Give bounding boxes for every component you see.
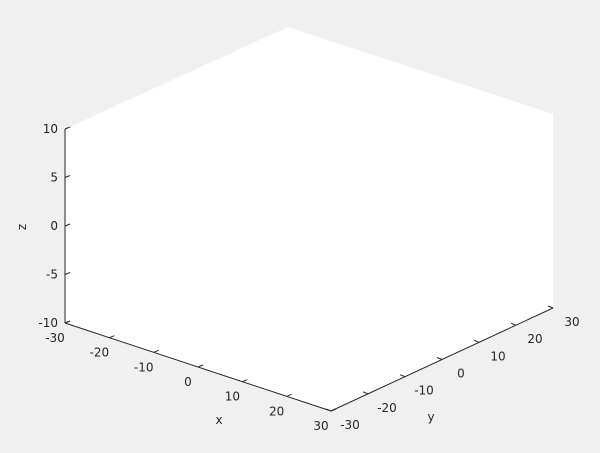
z-tick-mark (64, 175, 71, 178)
y-tick-mark (325, 408, 332, 412)
z-tick-label: 0 (50, 219, 58, 233)
y-tick-label: 30 (564, 315, 579, 329)
y-tick-mark (436, 357, 443, 360)
z-tick-label: -10 (38, 316, 58, 330)
z-tick-mark (64, 223, 71, 227)
x-tick-group: -30 -20 -10 0 10 20 30 (45, 320, 337, 433)
x-tick-label: 30 (313, 419, 328, 433)
y-tick-mark (547, 305, 554, 309)
z-axis-label: z (15, 224, 29, 230)
x-tick-label: -30 (45, 331, 65, 345)
x-tick-mark (109, 335, 115, 339)
x-tick-mark (330, 408, 337, 412)
x-tick-label: -20 (90, 346, 110, 360)
x-tick-mark (153, 349, 159, 353)
x-tick-label: 20 (269, 404, 284, 418)
z-tick-label: 5 (50, 171, 58, 185)
x-tick-label: 0 (184, 375, 192, 389)
y-tick-label: 0 (457, 367, 465, 381)
x-axis-label: x (215, 413, 222, 427)
y-tick-mark (399, 374, 406, 378)
y-tick-mark (362, 391, 369, 395)
y-tick-label: 20 (527, 332, 542, 346)
z-tick-label: -5 (46, 268, 58, 282)
x-tick-mark (286, 393, 292, 397)
x-tick-label: 10 (225, 390, 240, 404)
x-tick-mark (64, 320, 71, 324)
y-tick-label: -30 (340, 418, 360, 432)
z-tick-mark (64, 126, 71, 130)
z-tick-group: -10 -5 0 5 10 (38, 122, 71, 330)
z-tick-mark (64, 272, 71, 275)
y-axis-label: y (427, 410, 434, 424)
z-tick-label: 10 (43, 122, 58, 136)
x-tick-label: -10 (134, 360, 154, 374)
y-tick-mark (473, 339, 480, 343)
x-tick-mark (242, 379, 248, 383)
y-tick-mark (510, 322, 517, 326)
y-tick-group: -30 -20 -10 0 10 20 30 (325, 305, 580, 432)
y-tick-label: 10 (490, 349, 505, 363)
axes-background (65, 27, 553, 411)
y-tick-label: -10 (414, 384, 434, 398)
y-tick-label: -20 (377, 401, 397, 415)
x-tick-mark (197, 364, 204, 368)
